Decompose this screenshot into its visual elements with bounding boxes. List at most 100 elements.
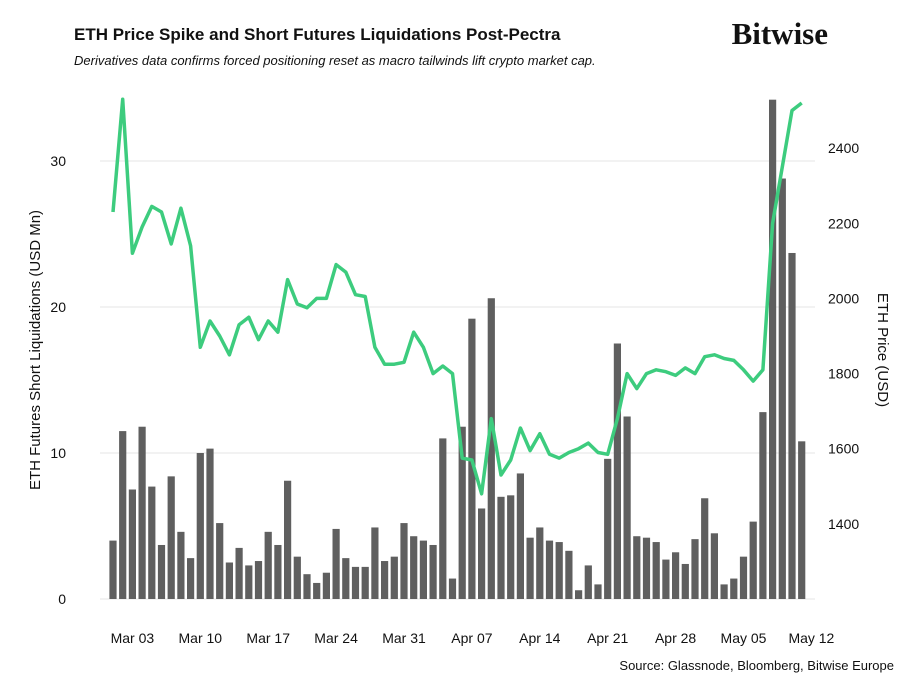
x-tick-label: Apr 14: [519, 630, 560, 646]
bar: [623, 416, 631, 599]
x-tick-label: Apr 21: [587, 630, 628, 646]
bar: [429, 544, 437, 599]
bar: [487, 298, 495, 599]
bar: [516, 473, 524, 599]
y2-tick-label: 2000: [828, 290, 859, 306]
bar: [410, 536, 418, 599]
bar: [691, 539, 699, 599]
y-tick-label: 20: [50, 299, 66, 315]
bar: [652, 542, 660, 599]
bar: [759, 412, 767, 599]
bar: [187, 558, 195, 599]
x-tick-label: Mar 03: [111, 630, 155, 646]
bar: [322, 572, 330, 599]
bar: [216, 523, 224, 599]
x-tick-label: May 05: [721, 630, 767, 646]
bar: [196, 453, 204, 599]
bar: [284, 480, 292, 599]
bar: [594, 584, 602, 599]
x-tick-label: Mar 17: [246, 630, 290, 646]
bar: [439, 438, 447, 599]
bar: [565, 550, 573, 599]
bar: [157, 544, 166, 599]
bar: [313, 582, 321, 599]
bar: [138, 426, 146, 599]
bar: [526, 537, 534, 599]
bar: [701, 498, 709, 599]
y2-axis-label: ETH Price (USD): [874, 293, 891, 407]
bar: [109, 540, 117, 599]
y2-tick-label: 2400: [828, 140, 859, 156]
x-tick-label: Apr 07: [451, 630, 492, 646]
bar: [390, 556, 398, 599]
bar: [739, 556, 748, 599]
x-tick-label: Apr 28: [655, 630, 696, 646]
bar: [642, 537, 651, 599]
y2-tick-label: 1600: [828, 441, 859, 457]
chart-subtitle: Derivatives data confirms forced positio…: [74, 53, 596, 68]
bar: [274, 544, 282, 599]
bar: [575, 590, 583, 599]
bar: [206, 448, 214, 599]
bar: [507, 495, 515, 599]
price-line: [111, 97, 803, 496]
bar: [633, 536, 641, 599]
bar: [303, 574, 311, 599]
y2-tick-label: 2200: [828, 215, 859, 231]
y-tick-label: 30: [50, 153, 66, 169]
bar: [730, 578, 738, 599]
bar: [400, 523, 408, 599]
bar: [371, 527, 379, 599]
bar: [604, 458, 612, 599]
bar: [536, 527, 544, 599]
bar: [225, 562, 233, 599]
bar: [342, 558, 350, 599]
bar: [235, 547, 243, 599]
bar: [351, 566, 360, 599]
bar: [769, 99, 777, 600]
source: Source: Glassnode, Bloomberg, Bitwise Eu…: [619, 658, 894, 673]
x-tick-label: May 12: [788, 630, 834, 646]
x-tick-label: Mar 31: [382, 630, 426, 646]
bar: [264, 531, 272, 599]
bar: [245, 565, 253, 599]
y2-tick-label: 1400: [828, 516, 859, 532]
bar: [361, 566, 369, 599]
y-tick-label: 10: [50, 445, 66, 461]
bar: [555, 542, 563, 599]
chart-title: ETH Price Spike and Short Futures Liquid…: [74, 25, 561, 44]
bar: [448, 578, 457, 599]
bar: [119, 431, 127, 599]
y-axis-label: ETH Futures Short Liquidations (USD Mn): [27, 210, 44, 490]
bar: [710, 533, 718, 599]
bar: [662, 559, 670, 599]
bar: [584, 565, 592, 599]
bar: [128, 489, 136, 599]
x-tick-label: Mar 10: [179, 630, 223, 646]
logo: Bitwise: [732, 16, 828, 51]
bar: [788, 252, 796, 600]
x-tick-label: Mar 24: [314, 630, 358, 646]
bar: [720, 584, 728, 599]
bar: [167, 476, 175, 599]
bar: [478, 508, 486, 599]
bar: [545, 540, 554, 599]
bar: [458, 426, 466, 599]
bar: [293, 556, 301, 599]
bar: [148, 486, 156, 599]
bar: [672, 552, 680, 599]
bar: [381, 561, 389, 599]
bar: [332, 528, 340, 599]
bar: [419, 540, 427, 599]
bar: [177, 531, 185, 599]
bar: [778, 178, 786, 599]
bar: [497, 496, 505, 599]
y2-tick-label: 1800: [828, 366, 859, 382]
bar: [749, 521, 757, 599]
bar: [681, 563, 689, 599]
bar: [254, 561, 263, 599]
y-tick-label: 0: [58, 591, 66, 607]
bar: [798, 441, 806, 599]
bar: [613, 343, 621, 599]
